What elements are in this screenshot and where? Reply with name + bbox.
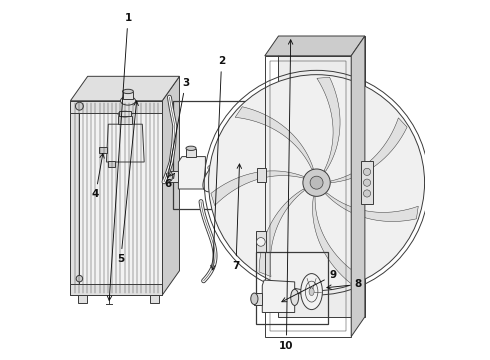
Text: 3: 3 [166, 78, 189, 178]
Ellipse shape [122, 89, 133, 94]
Text: 5: 5 [117, 101, 138, 264]
Ellipse shape [75, 102, 83, 110]
Text: 2: 2 [211, 56, 225, 270]
Circle shape [364, 179, 370, 186]
Bar [99, 147, 107, 153]
Bar [186, 149, 196, 157]
Text: 4: 4 [92, 153, 104, 199]
Text: 10: 10 [279, 40, 294, 351]
Bar [256, 231, 266, 252]
Bar [108, 161, 115, 167]
Bar [257, 168, 266, 182]
Polygon shape [162, 76, 179, 295]
Bar [118, 116, 132, 124]
Bar [77, 295, 87, 303]
Circle shape [257, 238, 265, 246]
Polygon shape [203, 162, 233, 192]
Ellipse shape [121, 96, 136, 105]
Bar [119, 111, 131, 116]
Circle shape [225, 167, 229, 171]
Circle shape [209, 75, 424, 291]
Circle shape [208, 166, 212, 170]
Ellipse shape [76, 275, 83, 282]
Polygon shape [331, 118, 407, 183]
Bar [149, 295, 159, 303]
Bar [71, 101, 162, 113]
Ellipse shape [291, 289, 298, 305]
Bar [256, 252, 328, 324]
Polygon shape [313, 197, 362, 283]
Circle shape [303, 169, 330, 196]
Polygon shape [351, 36, 365, 337]
Ellipse shape [251, 293, 258, 305]
Circle shape [364, 190, 370, 197]
Bar [122, 92, 133, 99]
Ellipse shape [118, 111, 132, 117]
Bar [71, 113, 79, 284]
Text: 6: 6 [164, 174, 174, 189]
Polygon shape [262, 280, 294, 312]
Circle shape [310, 176, 323, 189]
Ellipse shape [186, 146, 196, 150]
Circle shape [364, 168, 370, 175]
Polygon shape [235, 107, 314, 169]
Polygon shape [71, 76, 179, 101]
Text: 7: 7 [232, 164, 242, 271]
Ellipse shape [301, 274, 322, 310]
Polygon shape [259, 189, 304, 276]
Polygon shape [265, 36, 365, 56]
Ellipse shape [231, 163, 248, 186]
Ellipse shape [309, 288, 314, 296]
Bar [173, 101, 252, 209]
Text: 9: 9 [282, 270, 337, 302]
Ellipse shape [166, 171, 172, 181]
Polygon shape [317, 77, 340, 171]
Polygon shape [170, 171, 178, 182]
Text: 8: 8 [327, 279, 362, 289]
Polygon shape [211, 171, 304, 206]
Polygon shape [178, 157, 205, 189]
Bar [71, 284, 162, 295]
Polygon shape [106, 124, 144, 162]
Polygon shape [71, 101, 162, 295]
Polygon shape [325, 193, 418, 221]
Bar [270, 61, 346, 331]
Polygon shape [278, 36, 365, 317]
Polygon shape [254, 293, 262, 305]
Text: 1: 1 [107, 13, 132, 301]
Bar [361, 161, 373, 204]
Circle shape [214, 181, 218, 186]
